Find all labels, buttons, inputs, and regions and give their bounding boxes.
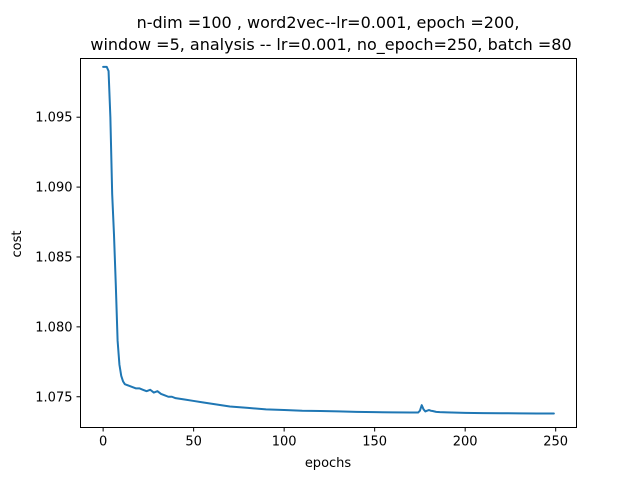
y-tick-label: 1.075 <box>35 390 72 405</box>
plot-area <box>102 65 555 415</box>
x-tick-label: 50 <box>185 435 202 450</box>
y-tick-label: 1.090 <box>35 181 72 196</box>
x-tick-label: 200 <box>453 435 478 450</box>
plot-frame <box>80 58 577 428</box>
y-tick-label: 1.095 <box>35 111 72 126</box>
y-tick-label: 1.080 <box>35 320 72 335</box>
x-tick-label: 250 <box>543 435 568 450</box>
x-tick-label: 150 <box>362 435 387 450</box>
chart-title-line-2: window =5, analysis -- lr=0.001, no_epoc… <box>90 35 571 55</box>
x-tick-label: 100 <box>272 435 297 450</box>
chart-title-line-1: n-dim =100 , word2vec--lr=0.001, epoch =… <box>137 13 520 32</box>
x-axis-label: epochs <box>305 456 352 471</box>
x-tick-label: 0 <box>99 435 107 450</box>
y-axis-label: cost <box>10 231 25 258</box>
axis-ticks: 0 50 100 150 200 250 1.075 1.080 1.085 1.090 1.095 <box>35 111 568 450</box>
series-line-0 <box>102 65 555 415</box>
y-tick-label: 1.085 <box>35 250 72 265</box>
